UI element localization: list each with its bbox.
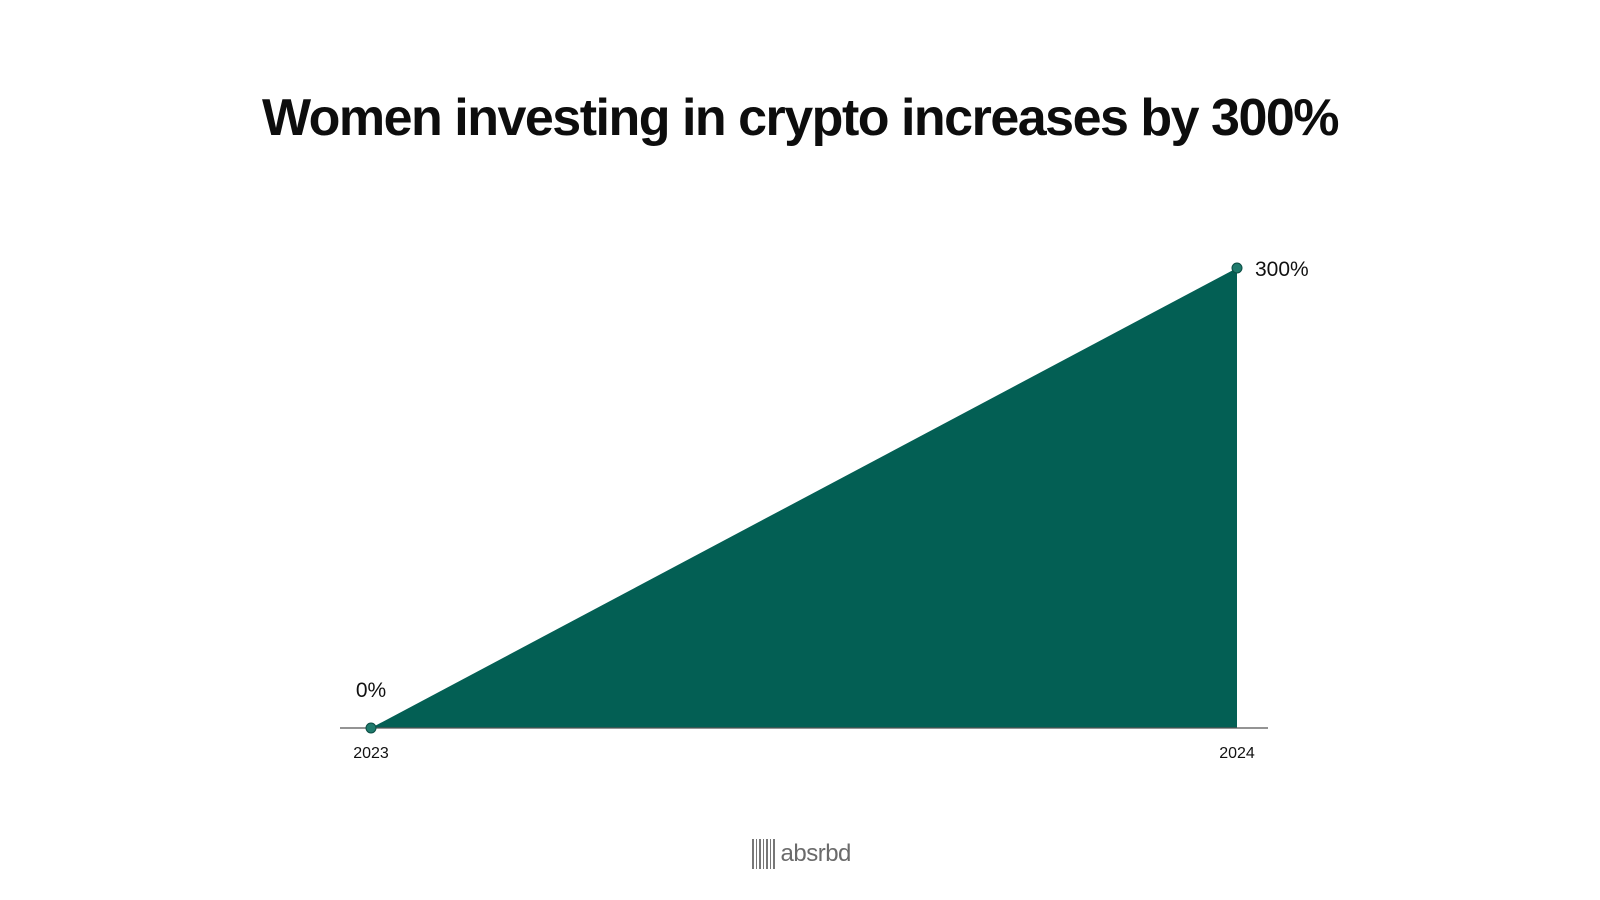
- brand-name: absrbd: [780, 840, 852, 867]
- chart-title: Women investing in crypto increases by 3…: [261, 89, 1340, 147]
- data-label-2023: 0%: [356, 679, 386, 702]
- x-tick-label-2024: 2024: [1219, 745, 1255, 762]
- data-label-2024: 300%: [1255, 258, 1309, 281]
- data-point-2023: [365, 722, 377, 734]
- area-series: [371, 268, 1237, 728]
- brand-logo: absrbd: [752, 838, 851, 870]
- barcode-logo-icon: [752, 839, 777, 869]
- data-point-2024: [1231, 262, 1243, 274]
- x-tick-label-2023: 2023: [353, 745, 389, 762]
